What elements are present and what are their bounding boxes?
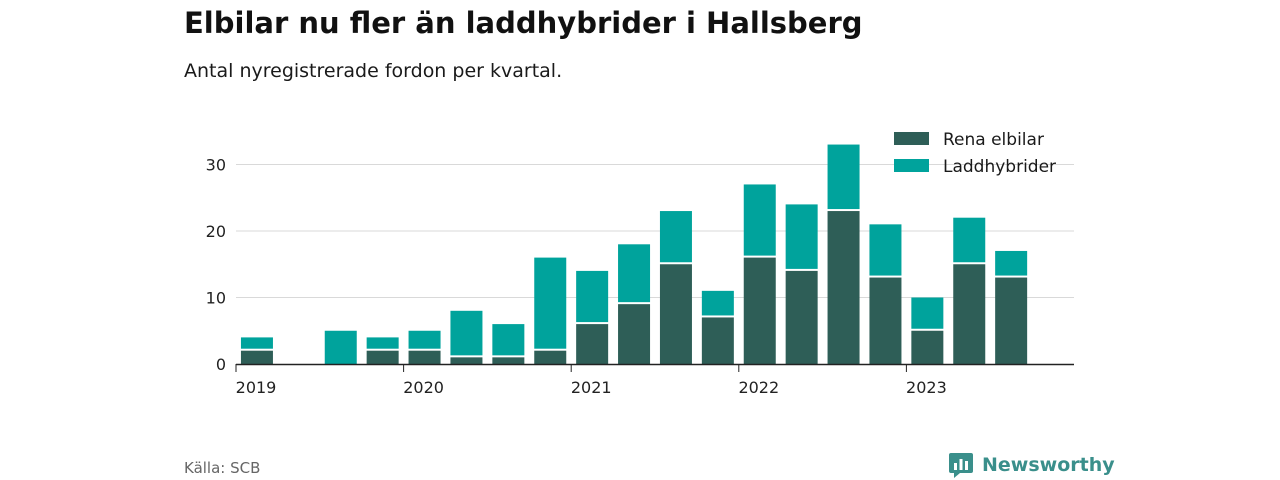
y-tick-label: 20	[206, 222, 226, 241]
bar-rena-elbilar	[869, 277, 902, 364]
legend-swatch	[894, 132, 929, 145]
bar-laddhybrider	[576, 270, 609, 323]
bar-laddhybrider	[450, 310, 483, 356]
y-tick-label: 0	[216, 355, 226, 374]
legend-label: Laddhybrider	[943, 157, 1056, 177]
legend-swatch	[894, 159, 929, 172]
x-tick-label: 2021	[571, 378, 612, 397]
bar-rena-elbilar	[953, 264, 986, 364]
bar-rena-elbilar	[911, 330, 944, 364]
bar-laddhybrider	[408, 330, 441, 349]
gridlines: 0 10 20 30	[206, 156, 1074, 374]
bar-laddhybrider	[995, 250, 1028, 276]
bar-rena-elbilar	[827, 211, 860, 364]
bar-rena-elbilar	[701, 317, 734, 364]
bar-rena-elbilar	[492, 357, 525, 364]
bar-rena-elbilar	[743, 257, 776, 364]
source-note: Källa: SCB	[184, 459, 261, 477]
bar-laddhybrider	[869, 224, 902, 276]
chart-subtitle: Antal nyregistrerade fordon per kvartal.	[184, 60, 563, 82]
bar-rena-elbilar	[408, 350, 441, 364]
bar-laddhybrider	[366, 337, 399, 349]
bar-rena-elbilar	[450, 357, 483, 364]
bar-laddhybrider	[534, 257, 567, 349]
brand-logo[interactable]: Newsworthy	[948, 450, 1115, 480]
bar-laddhybrider	[701, 290, 734, 316]
bar-laddhybrider	[618, 244, 651, 303]
x-tick-label: 2020	[403, 378, 444, 397]
legend-label: Rena elbilar	[943, 130, 1044, 150]
bars	[240, 144, 1028, 364]
bar-rena-elbilar	[995, 277, 1028, 364]
bar-laddhybrider	[785, 204, 818, 269]
bar-rena-elbilar	[618, 304, 651, 364]
bar-rena-elbilar	[576, 324, 609, 364]
bar-rena-elbilar	[240, 350, 273, 364]
bar-laddhybrider	[827, 144, 860, 210]
bar-rena-elbilar	[366, 350, 399, 364]
y-tick-label: 10	[206, 289, 226, 308]
newsworthy-logo-icon	[949, 453, 973, 478]
x-tick-label: 2019	[236, 378, 277, 397]
brand-name: Newsworthy	[982, 454, 1115, 476]
y-tick-label: 30	[206, 156, 226, 175]
x-tick-label: 2023	[906, 378, 947, 397]
bar-rena-elbilar	[534, 350, 567, 364]
axes: 2019 2020 2021 2022 2023	[235, 363, 1074, 397]
legend: Rena elbilar Laddhybrider	[894, 130, 1056, 177]
bar-laddhybrider	[911, 297, 944, 329]
bar-rena-elbilar	[785, 270, 818, 364]
bar-laddhybrider	[659, 211, 692, 263]
chart-title: Elbilar nu fler än laddhybrider i Hallsb…	[184, 6, 863, 40]
bar-laddhybrider	[492, 324, 525, 356]
bar-laddhybrider	[324, 330, 357, 364]
bar-laddhybrider	[743, 184, 776, 256]
bar-laddhybrider	[953, 217, 986, 263]
bar-rena-elbilar	[659, 264, 692, 364]
bar-laddhybrider	[240, 337, 273, 349]
x-tick-label: 2022	[738, 378, 779, 397]
